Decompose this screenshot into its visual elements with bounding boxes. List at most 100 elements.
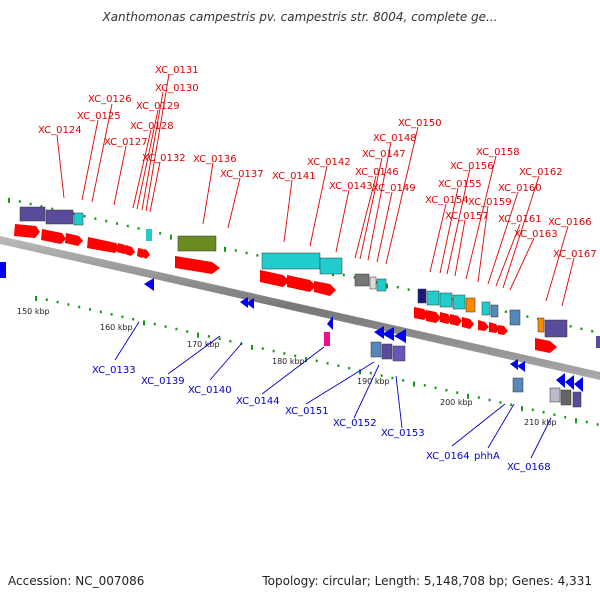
feature-box[interactable] (324, 332, 330, 346)
gene-label[interactable]: XC_0140 (188, 385, 232, 396)
feature-box[interactable] (537, 317, 545, 333)
gene-label[interactable]: XC_0125 (77, 111, 121, 122)
forward-cds-arrow[interactable] (125, 245, 135, 256)
reverse-cds-arrow[interactable] (565, 375, 574, 390)
reverse-cds-arrow[interactable] (374, 326, 384, 339)
reverse-cds-arrow[interactable] (246, 298, 254, 309)
feature-box[interactable] (560, 389, 572, 406)
gene-label[interactable]: XC_0162 (519, 167, 563, 178)
gene-label[interactable]: XC_0139 (141, 376, 185, 387)
gene-label[interactable]: XC_0153 (381, 428, 425, 439)
feature-box[interactable] (572, 391, 582, 408)
feature-box[interactable] (261, 252, 321, 270)
gene-label[interactable]: XC_0133 (92, 365, 136, 376)
forward-cds-arrow[interactable] (450, 314, 462, 326)
feature-box[interactable] (45, 209, 74, 225)
forward-cds-arrow[interactable] (117, 243, 128, 254)
gene-label[interactable]: XC_0148 (373, 133, 417, 144)
forward-cds-arrow[interactable] (489, 322, 500, 333)
gene-label[interactable]: XC_0142 (307, 157, 351, 168)
feature-box[interactable] (465, 297, 476, 313)
reverse-cds-arrow[interactable] (556, 373, 565, 388)
feature-box[interactable] (481, 301, 491, 316)
feature-box[interactable] (376, 278, 387, 292)
gene-label[interactable]: XC_0159 (468, 197, 512, 208)
gene-label[interactable]: XC_0157 (445, 211, 489, 222)
gene-label[interactable]: XC_0143 (329, 181, 373, 192)
forward-cds-arrow[interactable] (41, 229, 66, 244)
gene-label[interactable]: XC_0130 (155, 83, 199, 94)
gene-label[interactable]: XC_0156 (450, 161, 494, 172)
gene-label[interactable]: XC_0129 (136, 101, 180, 112)
reverse-cds-arrow[interactable] (144, 278, 154, 291)
reverse-cds-arrow[interactable] (327, 316, 333, 330)
feature-box[interactable] (370, 341, 382, 358)
gene-label[interactable]: XC_0136 (193, 154, 237, 165)
gene-label[interactable]: XC_0126 (88, 94, 132, 105)
gene-label[interactable]: XC_0137 (220, 169, 264, 180)
gene-label[interactable]: XC_0160 (498, 183, 542, 194)
gene-label[interactable]: XC_0161 (498, 214, 542, 225)
gene-label[interactable]: XC_0150 (398, 118, 442, 129)
gene-label[interactable]: XC_0131 (155, 65, 199, 76)
feature-box[interactable] (369, 276, 377, 290)
reverse-cds-arrow[interactable] (517, 361, 525, 372)
feature-box[interactable] (490, 304, 499, 318)
feature-box[interactable] (544, 319, 568, 338)
forward-cds-arrow[interactable] (535, 338, 557, 353)
forward-cds-arrow[interactable] (440, 312, 452, 324)
forward-cds-arrow[interactable] (175, 256, 220, 274)
forward-cds-arrow[interactable] (478, 320, 489, 331)
gene-label[interactable]: XC_0146 (355, 167, 399, 178)
forward-cds-arrow[interactable] (414, 307, 429, 320)
reverse-cds-arrow[interactable] (0, 262, 6, 278)
gene-label[interactable]: XC_0168 (507, 462, 551, 473)
feature-box[interactable] (509, 309, 521, 326)
gene-label[interactable]: XC_0164 (426, 451, 470, 462)
forward-cds-arrow[interactable] (462, 317, 474, 329)
gene-label[interactable]: XC_0154 (425, 195, 469, 206)
feature-box[interactable] (146, 229, 152, 241)
gene-label[interactable]: XC_0147 (362, 149, 406, 160)
feature-box[interactable] (452, 294, 466, 310)
gene-label[interactable]: XC_0152 (333, 418, 377, 429)
feature-box[interactable] (596, 336, 600, 348)
forward-cds-arrow[interactable] (426, 310, 441, 323)
gene-label[interactable]: XC_0149 (372, 183, 416, 194)
reverse-cds-arrow[interactable] (240, 297, 248, 308)
feature-box[interactable] (417, 288, 427, 304)
forward-cds-arrow[interactable] (14, 224, 40, 238)
feature-box[interactable] (549, 387, 561, 403)
reverse-cds-arrow[interactable] (510, 359, 518, 370)
feature-box[interactable] (73, 212, 84, 226)
gene-label[interactable]: XC_0167 (553, 249, 597, 260)
forward-cds-arrow[interactable] (314, 281, 336, 296)
gene-label[interactable]: XC_0158 (476, 147, 520, 158)
feature-box[interactable] (426, 290, 440, 306)
feature-box[interactable] (392, 345, 406, 362)
gene-label[interactable]: XC_0163 (514, 229, 558, 240)
feature-box[interactable] (439, 292, 453, 308)
forward-cds-arrow[interactable] (287, 275, 316, 292)
gene-label[interactable]: XC_0127 (104, 137, 148, 148)
gene-label[interactable]: XC_0128 (130, 121, 174, 132)
gene-label[interactable]: XC_0166 (548, 217, 592, 228)
gene-label[interactable]: phhA (474, 451, 500, 462)
feature-box[interactable] (354, 273, 370, 287)
forward-cds-arrow[interactable] (143, 249, 150, 259)
forward-cds-arrow[interactable] (260, 270, 290, 287)
gene-label[interactable]: XC_0151 (285, 406, 329, 417)
forward-cds-arrow[interactable] (87, 237, 120, 253)
gene-label[interactable]: XC_0132 (142, 153, 186, 164)
feature-box[interactable] (512, 377, 524, 393)
forward-cds-arrow[interactable] (498, 325, 508, 335)
gene-label[interactable]: XC_0144 (236, 396, 280, 407)
feature-box[interactable] (19, 206, 46, 222)
reverse-cds-arrow[interactable] (394, 329, 406, 343)
feature-box[interactable] (381, 343, 393, 360)
gene-label[interactable]: XC_0124 (38, 125, 82, 136)
feature-box[interactable] (319, 257, 343, 275)
gene-label[interactable]: XC_0155 (438, 179, 482, 190)
reverse-cds-arrow[interactable] (382, 327, 394, 341)
